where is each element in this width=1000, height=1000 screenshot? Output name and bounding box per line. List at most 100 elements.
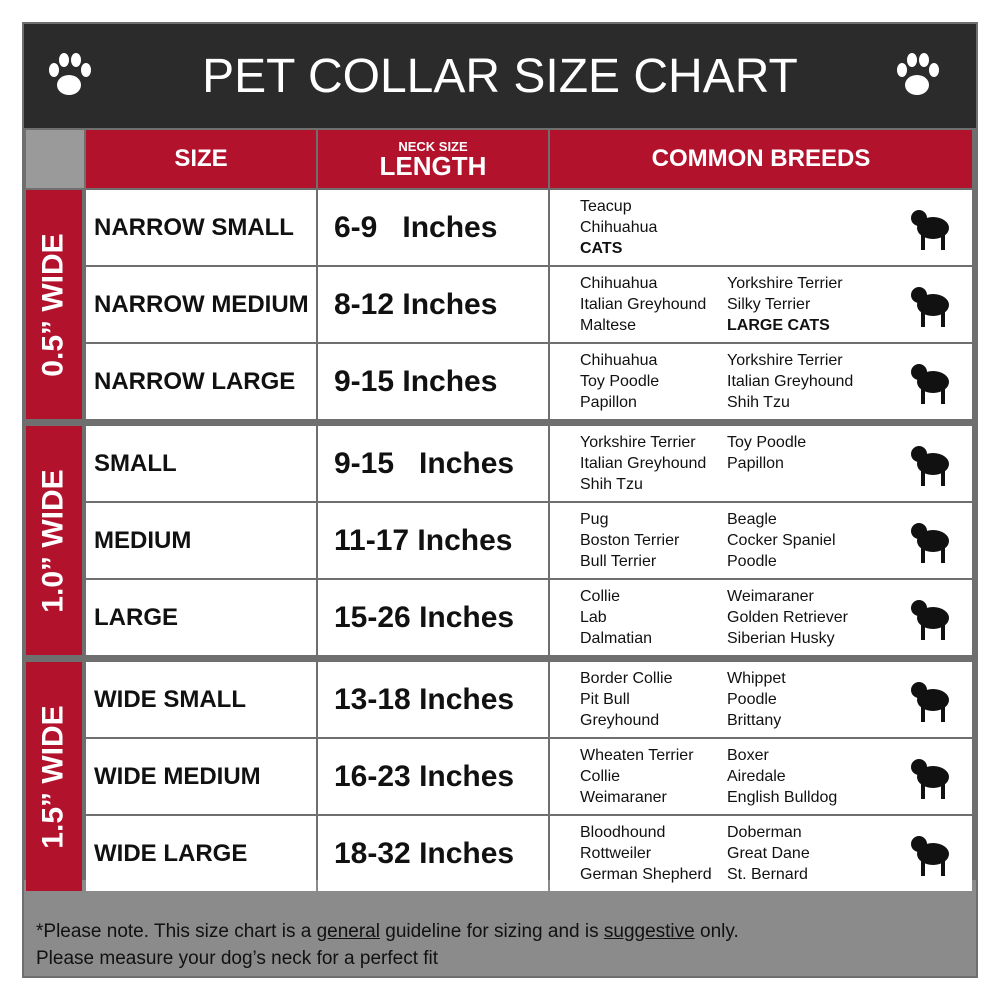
breed-column: Chihuahua Toy Poodle Papillon: [580, 350, 659, 413]
breed: Great Dane: [727, 845, 810, 862]
footer: *Please note. This size chart is a gener…: [24, 880, 976, 976]
breed-column: Beagle Cocker Spaniel Poodle: [727, 509, 836, 572]
breed: Toy Poodle: [580, 373, 660, 390]
breed: Cocker Spaniel: [727, 532, 836, 549]
size-cell: SMALL: [86, 426, 316, 501]
breed-column: Toy Poodle Papillon: [727, 432, 806, 474]
breed-column: Weimaraner Golden Retriever Siberian Husky: [727, 586, 848, 649]
breed-column: Whippet Poodle Brittany: [727, 668, 786, 731]
breed: Doberman: [727, 824, 802, 841]
breed: Bloodhound: [580, 824, 666, 841]
breed: LARGE CATS: [727, 317, 830, 334]
breed: Italian Greyhound: [580, 296, 707, 313]
breed: Boxer: [727, 747, 769, 764]
header-sub: NECK SIZE: [398, 138, 468, 154]
breed: Siberian Husky: [727, 630, 835, 647]
breed: St. Bernard: [727, 866, 808, 883]
size-cell: NARROW SMALL: [86, 190, 316, 265]
breed: Poodle: [727, 553, 777, 570]
header-cell: NECK SIZE LENGTH: [318, 130, 548, 188]
breeds-cell: Chihuahua Toy Poodle Papillon Yorkshire Ter…: [550, 344, 972, 419]
breed: Collie: [580, 768, 621, 785]
breed: Boston Terrier: [580, 532, 680, 549]
pet-icon: [911, 210, 949, 250]
group-label: 0.5” WIDE: [26, 190, 82, 419]
size-cell: WIDE SMALL: [86, 662, 316, 737]
breeds-cell: Teacup Chihuahua CATS: [550, 190, 972, 265]
breed: Border Collie: [580, 670, 673, 687]
breed: Golden Retriever: [727, 609, 848, 626]
length-cell: 8-12 Inches: [318, 267, 548, 342]
group-label: 1.5” WIDE: [26, 662, 82, 891]
breed: Yorkshire Terrier: [727, 275, 843, 292]
breed: Brittany: [727, 712, 782, 729]
breed: Beagle: [727, 511, 777, 528]
breed: Chihuahua: [580, 275, 658, 292]
breed: Rottweiler: [580, 845, 652, 862]
breed-column: Bloodhound Rottweiler German Shepherd: [580, 822, 712, 885]
breeds-cell: Chihuahua Italian Greyhound Maltese Yorkshi…: [550, 267, 972, 342]
breed: Weimaraner: [580, 789, 667, 806]
breed: Italian Greyhound: [580, 455, 707, 472]
breed: Greyhound: [580, 712, 660, 729]
breed-column: Wheaten Terrier Collie Weimaraner: [580, 745, 694, 808]
corner: [26, 130, 84, 188]
note-line: Please measure your dog’s neck for a per…: [36, 948, 439, 969]
length-cell: 9-15 Inches: [318, 344, 548, 419]
group-label: 1.0” WIDE: [26, 426, 82, 655]
note-part: only.: [694, 921, 739, 942]
breed: Bull Terrier: [580, 553, 657, 570]
paw-icon: [49, 53, 91, 95]
breed: Chihuahua: [580, 352, 658, 369]
size-cell: NARROW MEDIUM: [86, 267, 316, 342]
breed: Wheaten Terrier: [580, 747, 694, 764]
title: PET COLLAR SIZE CHART: [24, 24, 976, 128]
breed: Silky Terrier: [727, 296, 811, 313]
note-part: suggestive: [603, 921, 695, 942]
breed: Pit Bull: [580, 691, 630, 708]
breeds-cell: Pug Boston Terrier Bull Terrier Beagle Cocke…: [550, 503, 972, 578]
pet-icon: [911, 446, 949, 486]
breed-column: Yorkshire Terrier Italian Greyhound Shih T…: [727, 350, 853, 413]
breed-column: Collie Lab Dalmatian: [580, 586, 652, 649]
length-cell: 16-23 Inches: [318, 739, 548, 814]
breed-column: Yorkshire Terrier Italian Greyhound Shih T…: [580, 432, 706, 495]
group-text: 1.0” WIDE: [37, 468, 70, 613]
breed: Lab: [580, 609, 607, 626]
group-text: 0.5” WIDE: [37, 232, 70, 377]
breed: Whippet: [727, 670, 786, 687]
group-text: 1.5” WIDE: [37, 704, 70, 849]
breed: Collie: [580, 588, 621, 605]
breed-column: Border Collie Pit Bull Greyhound: [580, 668, 672, 731]
breeds-cell: Wheaten Terrier Collie Weimaraner Boxer Aire…: [550, 739, 972, 814]
length-cell: 6-9 Inches: [318, 190, 548, 265]
breed: English Bulldog: [727, 789, 838, 806]
breed: Poodle: [727, 691, 777, 708]
note-part: general: [316, 921, 380, 942]
length-cell: 13-18 Inches: [318, 662, 548, 737]
pet-icon: [911, 523, 949, 563]
pet-icon: [911, 759, 949, 799]
breed-column: Teacup Chihuahua CATS: [580, 196, 657, 259]
note-part: *Please note. This size chart is a: [36, 921, 317, 942]
breed: Papillon: [727, 455, 784, 472]
breed-column: Chihuahua Italian Greyhound Maltese: [580, 273, 706, 336]
breed: CATS: [580, 240, 623, 257]
length-cell: 11-17 Inches: [318, 503, 548, 578]
paw-icon: [897, 53, 939, 95]
note: *Please note. This size chart is a gener…: [36, 918, 976, 945]
length-cell: 15-26 Inches: [318, 580, 548, 655]
header-main: LENGTH: [379, 150, 487, 181]
breed: Shih Tzu: [727, 394, 790, 411]
breed: Maltese: [580, 317, 637, 334]
breeds-cell: Yorkshire Terrier Italian Greyhound Shih T…: [550, 426, 972, 501]
size-cell: LARGE: [86, 580, 316, 655]
breeds-cell: Collie Lab Dalmatian Weimaraner Golden Retri…: [550, 580, 972, 655]
pet-icon: [911, 682, 949, 722]
pet-icon: [911, 364, 949, 404]
breed: German Shepherd: [580, 866, 712, 883]
size-cell: MEDIUM: [86, 503, 316, 578]
breed: Weimaraner: [727, 588, 814, 605]
breed-column: Pug Boston Terrier Bull Terrier: [580, 509, 679, 572]
